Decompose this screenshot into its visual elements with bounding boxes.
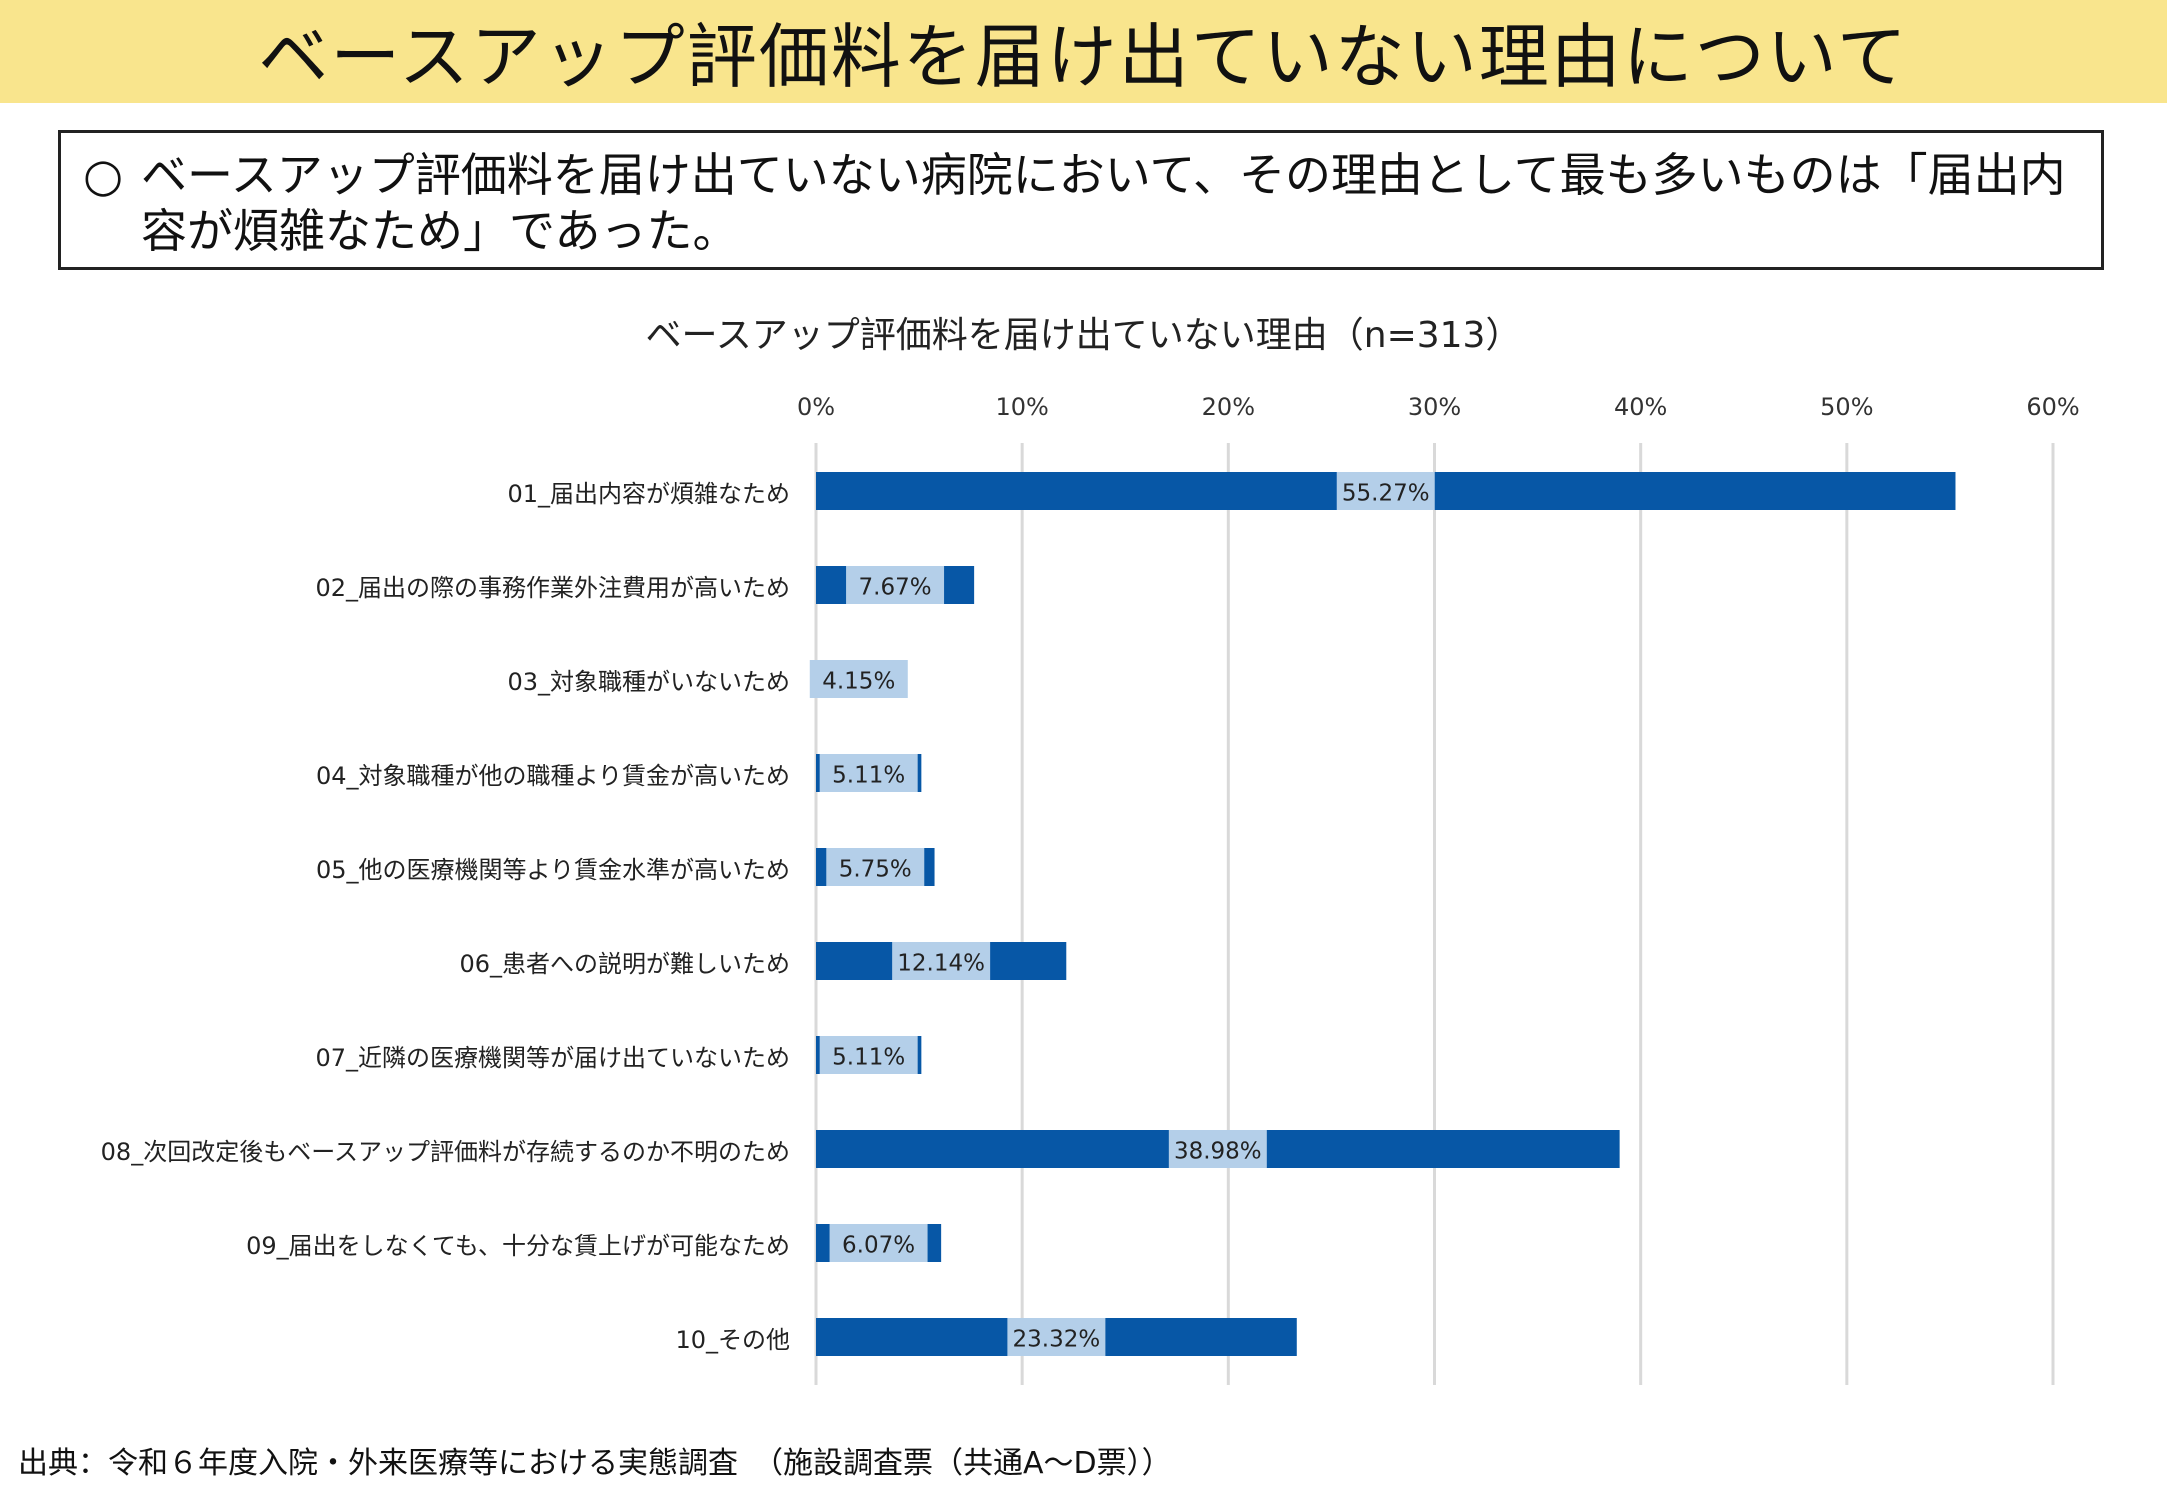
data-label: 23.32% bbox=[1013, 1327, 1101, 1353]
data-label: 38.98% bbox=[1174, 1139, 1262, 1165]
category-label: 02_届出の際の事務作業外注費用が高いため bbox=[315, 574, 790, 602]
x-tick-label: 60% bbox=[2026, 393, 2079, 421]
data-label-bg bbox=[1007, 1318, 1106, 1356]
summary-box: ○ ベースアップ評価料を届け出ていない病院において、その理由として最も多いものは… bbox=[58, 130, 2104, 270]
data-label-bg bbox=[1336, 472, 1435, 510]
page-title: ベースアップ評価料を届け出ていない理由について bbox=[258, 16, 1909, 98]
data-label: 5.75% bbox=[839, 857, 912, 883]
x-tick-label: 0% bbox=[797, 393, 835, 421]
category-label: 06_患者への説明が難しいため bbox=[459, 950, 790, 978]
data-label-bg bbox=[829, 1224, 928, 1262]
x-tick-label: 40% bbox=[1614, 393, 1667, 421]
data-label: 5.11% bbox=[832, 1045, 905, 1071]
summary-text: ベースアップ評価料を届け出ていない病院において、その理由として最も多いものは「届… bbox=[141, 148, 2066, 258]
data-label: 7.67% bbox=[859, 575, 932, 601]
data-label-bg bbox=[809, 660, 908, 698]
x-tick-label: 20% bbox=[1202, 393, 1255, 421]
summary-bullet: ○ bbox=[83, 148, 124, 202]
category-label: 10_その他 bbox=[675, 1326, 790, 1354]
category-label: 07_近隣の医療機関等が届け出ていないため bbox=[315, 1044, 790, 1072]
data-label-bg bbox=[826, 848, 925, 886]
category-label: 09_届出をしなくても、十分な賃上げが可能なため bbox=[246, 1232, 790, 1260]
data-label-bg bbox=[892, 942, 991, 980]
data-label: 4.15% bbox=[822, 669, 895, 695]
data-label-bg bbox=[1168, 1130, 1267, 1168]
category-label: 05_他の医療機関等より賃金水準が高いため bbox=[316, 856, 790, 884]
title-banner: ベースアップ評価料を届け出ていない理由について bbox=[0, 0, 2167, 103]
data-label: 12.14% bbox=[897, 951, 985, 977]
category-label: 04_対象職種が他の職種より賃金が高いため bbox=[316, 762, 790, 790]
x-tick-label: 30% bbox=[1408, 393, 1461, 421]
category-label: 03_対象職種がいないため bbox=[507, 668, 790, 696]
chart-title: ベースアップ評価料を届け出ていない理由（n=313） bbox=[645, 315, 1522, 356]
x-tick-label: 10% bbox=[995, 393, 1048, 421]
category-label: 01_届出内容が煩雑なため bbox=[507, 480, 790, 508]
data-label-bg bbox=[819, 754, 918, 792]
category-label: 08_次回改定後もベースアップ評価料が存続するのか不明のため bbox=[101, 1138, 790, 1166]
data-label-bg bbox=[819, 1036, 918, 1074]
data-label: 55.27% bbox=[1342, 481, 1430, 507]
bar-chart: 0% 10% 20% 30% 40% 50% 60% 01_届出内容が煩雑なため 55.27% 0… bbox=[101, 393, 2080, 1385]
data-label: 6.07% bbox=[842, 1233, 915, 1259]
data-label-bg bbox=[846, 566, 945, 604]
source-note: 出典：令和６年度入院・外来医療等における実態調査 （施設調査票（共通A～D票）） bbox=[18, 1446, 1172, 1481]
x-tick-label: 50% bbox=[1820, 393, 1873, 421]
data-label: 5.11% bbox=[832, 763, 905, 789]
